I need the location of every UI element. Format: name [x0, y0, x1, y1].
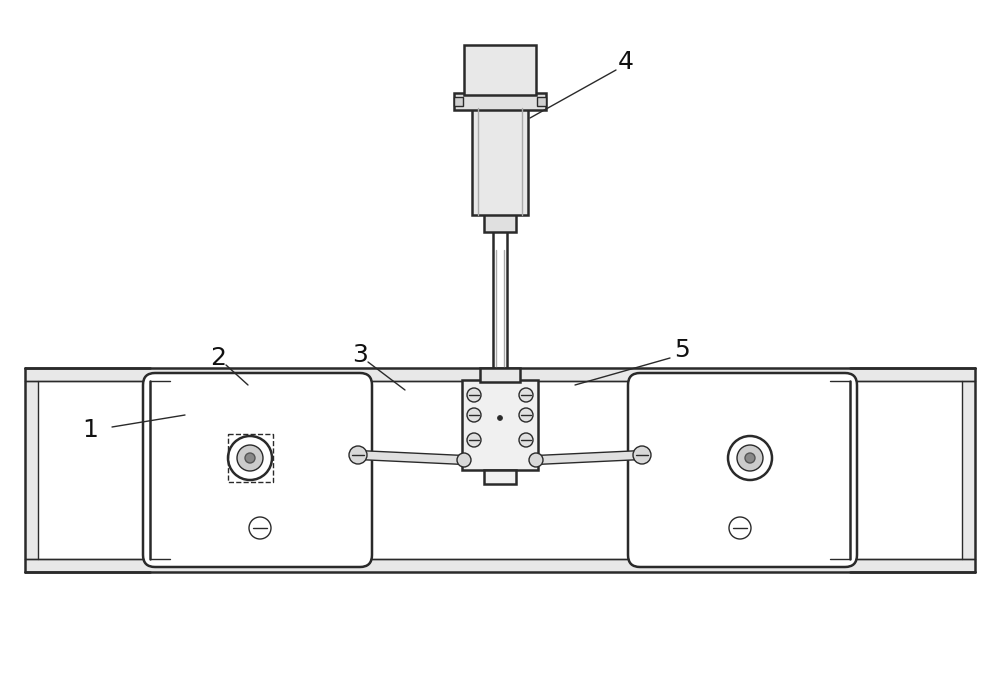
Bar	[462, 380, 538, 470]
Bar	[484, 214, 516, 232]
Bar	[25, 559, 975, 572]
Bar	[454, 97, 463, 106]
Bar	[484, 470, 516, 484]
FancyBboxPatch shape	[628, 373, 857, 567]
Circle shape	[457, 453, 471, 467]
Circle shape	[519, 388, 533, 402]
Bar	[537, 97, 546, 106]
Circle shape	[237, 445, 263, 471]
Bar	[25, 368, 975, 381]
Text: 3: 3	[352, 343, 368, 367]
Circle shape	[633, 446, 651, 464]
Circle shape	[467, 433, 481, 447]
Circle shape	[729, 517, 751, 539]
Circle shape	[349, 446, 367, 464]
FancyBboxPatch shape	[143, 373, 372, 567]
Circle shape	[245, 453, 255, 463]
Text: 4: 4	[618, 50, 634, 74]
Circle shape	[519, 408, 533, 422]
Bar	[962, 368, 975, 572]
Circle shape	[519, 433, 533, 447]
Text: 2: 2	[210, 346, 226, 370]
Circle shape	[467, 388, 481, 402]
Text: 5: 5	[674, 338, 690, 362]
Circle shape	[249, 517, 271, 539]
Bar	[228, 434, 273, 482]
Circle shape	[737, 445, 763, 471]
Text: 1: 1	[82, 418, 98, 442]
Bar	[472, 108, 528, 215]
Bar	[150, 381, 170, 559]
Circle shape	[728, 436, 772, 480]
Bar	[454, 93, 546, 110]
Circle shape	[498, 416, 503, 420]
Polygon shape	[358, 451, 464, 464]
Circle shape	[467, 408, 481, 422]
Bar	[480, 368, 520, 382]
Circle shape	[529, 453, 543, 467]
Circle shape	[228, 436, 272, 480]
Bar	[830, 381, 850, 559]
Bar	[25, 368, 38, 572]
Bar	[464, 45, 536, 95]
Polygon shape	[536, 451, 642, 464]
Circle shape	[745, 453, 755, 463]
